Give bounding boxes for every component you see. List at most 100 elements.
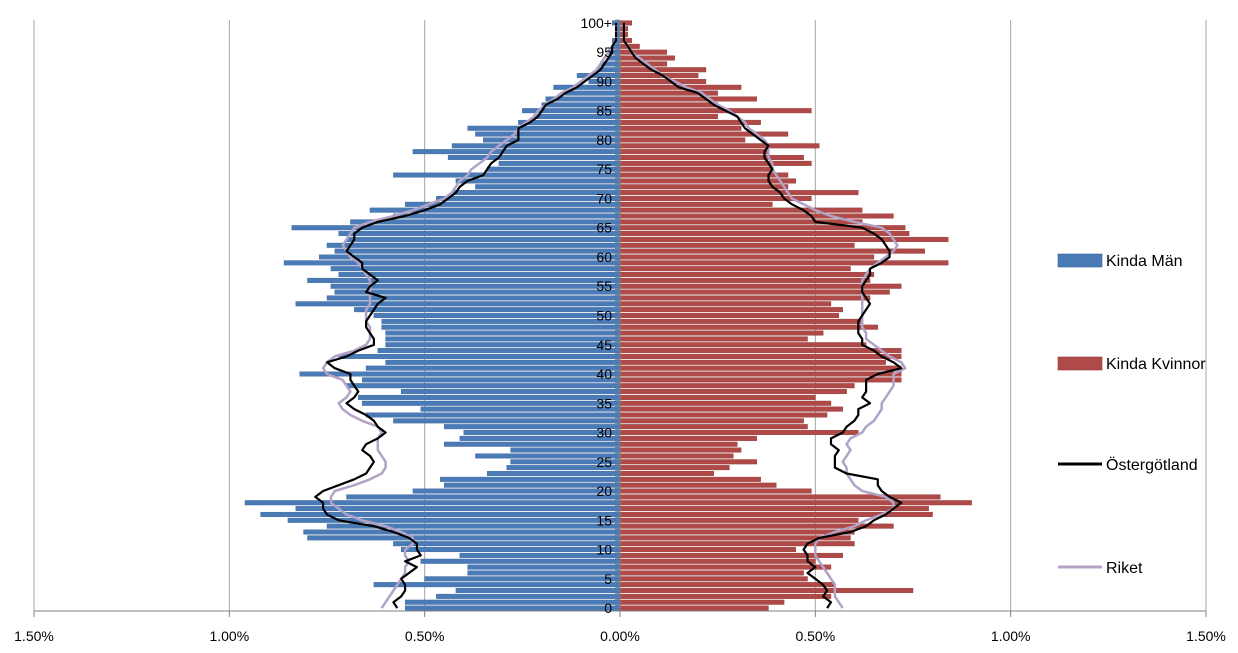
men-bar-age-33 xyxy=(365,412,621,418)
women-bar-age-68 xyxy=(619,207,863,213)
men-bar-age-12 xyxy=(307,535,621,541)
men-bar-age-82 xyxy=(467,125,621,131)
age-tick-label-20: 20 xyxy=(596,483,612,499)
women-bar-age-9 xyxy=(619,552,843,558)
age-tick-label-75: 75 xyxy=(596,161,612,177)
women-bar-age-53 xyxy=(619,295,871,301)
women-bar-age-6 xyxy=(619,570,804,576)
men-bar-age-49 xyxy=(381,318,621,324)
women-bar-age-43 xyxy=(619,353,902,359)
age-tick-label-45: 45 xyxy=(596,337,612,353)
men-bar-age-63 xyxy=(346,236,621,242)
women-bar-age-37 xyxy=(619,389,847,395)
age-tick-label-40: 40 xyxy=(596,366,612,382)
age-tick-label-50: 50 xyxy=(596,308,612,324)
axes: 1.50% 1.00% 0.50% 0.00% 0.50% 1.00% 1.50% 0 5 10 1… xyxy=(14,15,1226,644)
men-bar-age-65 xyxy=(291,225,621,231)
men-bar-age-45 xyxy=(385,342,621,348)
women-bar-age-90 xyxy=(619,78,707,84)
women-bar-age-67 xyxy=(619,213,894,219)
men-bar-age-22 xyxy=(440,476,621,482)
women-bar-age-48 xyxy=(619,324,879,330)
age-tick-label-5: 5 xyxy=(604,571,612,587)
men-bar-age-44 xyxy=(377,348,621,354)
men-bar-age-32 xyxy=(393,418,621,424)
women-bar-age-32 xyxy=(619,418,804,424)
men-bar-age-73 xyxy=(455,178,621,184)
women-bar-age-35 xyxy=(619,400,832,406)
men-bar-age-57 xyxy=(338,272,621,278)
x-tick-label-1: 1.00% xyxy=(209,628,249,644)
women-bar-age-38 xyxy=(619,383,855,389)
women-bar-age-64 xyxy=(619,231,910,237)
legend-label-0: Kinda Män xyxy=(1106,253,1183,270)
men-bar-age-7 xyxy=(467,564,621,570)
women-bar-age-28 xyxy=(619,441,738,447)
men-bar-age-61 xyxy=(334,248,621,254)
age-tick-label-0: 0 xyxy=(604,600,612,616)
men-bar-age-36 xyxy=(358,394,621,400)
men-bar-age-58 xyxy=(330,266,621,272)
women-bar-age-78 xyxy=(619,149,769,155)
legend-label-3: Riket xyxy=(1106,560,1143,577)
women-bar-age-30 xyxy=(619,430,859,436)
men-bar-age-88 xyxy=(565,90,621,96)
men-bar-age-13 xyxy=(303,529,621,535)
women-bar-age-41 xyxy=(619,365,902,371)
men-bar-age-47 xyxy=(385,330,621,336)
age-tick-label-60: 60 xyxy=(596,249,612,265)
men-bar-age-56 xyxy=(307,277,621,283)
legend: Kinda Män Kinda Kvinnor Östergötland Riket xyxy=(1057,253,1206,577)
men-bar-age-64 xyxy=(338,231,621,237)
women-bar-age-11 xyxy=(619,541,855,547)
women-bar-age-7 xyxy=(619,564,832,570)
x-tick-label-4: 0.50% xyxy=(795,628,835,644)
men-bar-age-2 xyxy=(436,593,621,599)
women-bar-age-44 xyxy=(619,348,902,354)
women-bar-age-1 xyxy=(619,599,785,605)
women-bar-age-92 xyxy=(619,67,707,73)
women-bar-age-60 xyxy=(619,254,875,260)
women-bar-age-85 xyxy=(619,108,812,114)
women-bar-age-81 xyxy=(619,131,789,137)
men-bar-age-41 xyxy=(365,365,621,371)
women-bar-age-51 xyxy=(619,307,843,313)
women-bar-age-8 xyxy=(619,558,816,564)
men-bar-age-71 xyxy=(451,190,621,196)
women-bar-age-45 xyxy=(619,342,867,348)
men-bar-age-0 xyxy=(404,605,621,611)
women-bar-age-13 xyxy=(619,529,855,535)
men-bar-age-10 xyxy=(401,547,621,553)
women-bar-age-49 xyxy=(619,318,863,324)
women-bar-age-42 xyxy=(619,359,886,365)
men-bar-age-66 xyxy=(350,219,621,225)
men-bar-age-20 xyxy=(412,488,621,494)
women-bar-age-33 xyxy=(619,412,828,418)
men-bar-age-1 xyxy=(404,599,621,605)
men-bar-age-4 xyxy=(373,582,621,588)
men-bar-age-11 xyxy=(393,541,621,547)
women-bar-age-31 xyxy=(619,424,808,430)
women-bar-age-23 xyxy=(619,471,714,476)
women-bar-age-57 xyxy=(619,272,875,278)
men-bar-age-21 xyxy=(444,482,621,488)
x-tick-label-6: 1.50% xyxy=(1186,628,1226,644)
men-bar-age-51 xyxy=(354,307,621,313)
women-bar-age-40 xyxy=(619,371,902,377)
women-bar-age-39 xyxy=(619,377,902,383)
legend-label-2: Östergötland xyxy=(1106,456,1198,474)
men-bar-age-37 xyxy=(401,389,621,395)
men-bar-age-28 xyxy=(444,441,621,447)
women-bar-age-2 xyxy=(619,593,832,599)
women-bar-age-20 xyxy=(619,488,812,494)
men-bar-age-8 xyxy=(420,558,621,564)
age-tick-label-55: 55 xyxy=(596,278,612,294)
men-bar-age-79 xyxy=(451,143,621,149)
men-bar-age-78 xyxy=(412,149,621,155)
ostergotland-line-women xyxy=(622,22,903,609)
age-tick-label-35: 35 xyxy=(596,395,612,411)
age-tick-label-85: 85 xyxy=(596,103,612,119)
men-bar-age-48 xyxy=(381,324,621,330)
women-bar-age-94 xyxy=(619,55,675,61)
